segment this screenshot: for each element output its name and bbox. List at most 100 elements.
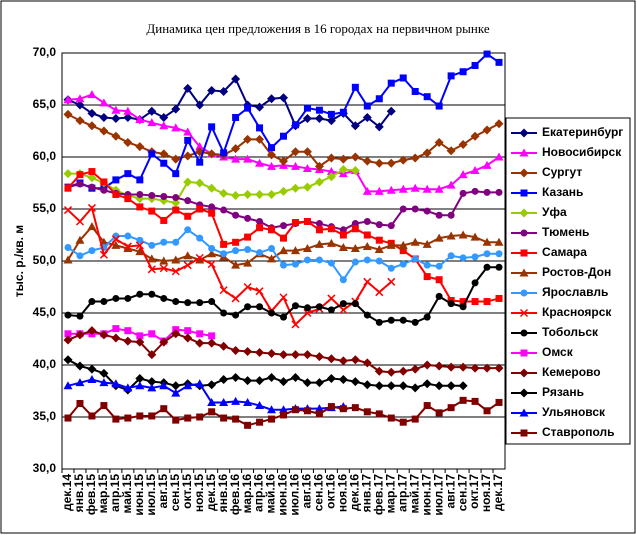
data-point	[147, 377, 157, 387]
y-tick-label: 60,0	[33, 149, 57, 163]
data-point	[171, 123, 181, 132]
data-point	[195, 253, 204, 262]
data-point	[243, 282, 252, 292]
data-point	[411, 318, 419, 326]
data-point	[279, 93, 288, 103]
data-point	[314, 239, 324, 248]
data-point	[99, 330, 109, 340]
data-point	[291, 406, 299, 414]
y-tick-label: 30,0	[33, 461, 57, 475]
data-point	[136, 203, 144, 211]
data-point	[326, 374, 336, 384]
data-point	[112, 190, 120, 198]
legend-label: Тюмень	[542, 225, 589, 239]
data-point	[411, 87, 419, 95]
data-point	[219, 286, 228, 295]
data-point	[495, 188, 503, 196]
x-tick-label: янв.17	[359, 474, 373, 513]
data-point	[351, 83, 359, 91]
data-point	[207, 249, 217, 258]
data-point	[255, 189, 265, 199]
data-point	[148, 412, 156, 420]
data-point	[160, 193, 168, 201]
data-point	[172, 170, 180, 178]
data-point	[99, 368, 109, 378]
data-point	[123, 137, 133, 147]
data-point	[243, 134, 253, 144]
y-tick-label: 70,0	[33, 45, 57, 59]
data-point	[87, 326, 97, 336]
data-point	[220, 309, 228, 317]
data-point	[159, 112, 169, 122]
data-point	[494, 152, 504, 161]
data-point	[148, 207, 156, 215]
data-point	[111, 131, 121, 141]
data-point	[435, 409, 443, 417]
data-point	[494, 363, 504, 373]
data-point	[410, 383, 420, 393]
legend-label: Рязань	[542, 385, 584, 399]
data-point	[172, 238, 180, 246]
data-point	[63, 335, 73, 345]
data-point	[76, 171, 84, 179]
data-point	[495, 294, 503, 302]
data-point	[471, 298, 479, 306]
data-point	[351, 258, 359, 266]
x-tick-label: июл.15	[144, 474, 158, 516]
data-point	[327, 294, 336, 303]
data-point	[423, 93, 431, 101]
data-point	[362, 112, 372, 122]
data-point	[75, 100, 85, 110]
data-point	[255, 102, 265, 112]
data-point	[399, 418, 407, 426]
data-point	[159, 121, 169, 130]
data-point	[267, 161, 277, 170]
data-point	[326, 153, 336, 163]
data-point	[398, 155, 408, 165]
data-point	[446, 180, 456, 189]
legend-label: Ярославль	[542, 285, 608, 299]
data-point	[243, 189, 253, 199]
data-point	[291, 302, 299, 310]
y-tick-label: 65,0	[33, 97, 57, 111]
data-point	[386, 240, 396, 249]
data-point	[124, 195, 132, 203]
data-point	[458, 381, 468, 391]
data-point	[88, 168, 96, 176]
data-point	[435, 276, 443, 284]
data-point	[447, 300, 455, 308]
data-point	[100, 298, 108, 306]
legend-marker	[519, 408, 529, 417]
data-point	[303, 407, 311, 415]
data-point	[171, 198, 181, 208]
data-point	[231, 396, 241, 405]
data-point	[112, 176, 120, 184]
x-tick-label: дек.15	[204, 474, 218, 511]
data-point	[351, 300, 359, 308]
data-point	[256, 418, 264, 426]
data-point	[136, 190, 144, 198]
data-point	[459, 396, 467, 404]
data-point	[267, 94, 277, 104]
data-point	[183, 127, 193, 136]
data-point	[410, 237, 420, 246]
data-point	[374, 186, 384, 195]
data-point	[75, 330, 85, 340]
data-point	[147, 265, 156, 274]
data-point	[267, 189, 277, 199]
data-point	[280, 261, 287, 269]
data-point	[327, 306, 335, 314]
data-point	[398, 366, 408, 376]
data-point	[482, 237, 492, 246]
data-point	[303, 104, 311, 112]
data-point	[232, 211, 240, 219]
data-point	[184, 299, 192, 307]
data-point	[339, 231, 347, 239]
data-point	[75, 116, 85, 126]
data-point	[183, 151, 193, 161]
data-point	[302, 378, 312, 388]
data-point	[208, 332, 216, 340]
data-point	[172, 416, 180, 424]
data-point	[326, 354, 336, 364]
data-point	[111, 240, 121, 249]
